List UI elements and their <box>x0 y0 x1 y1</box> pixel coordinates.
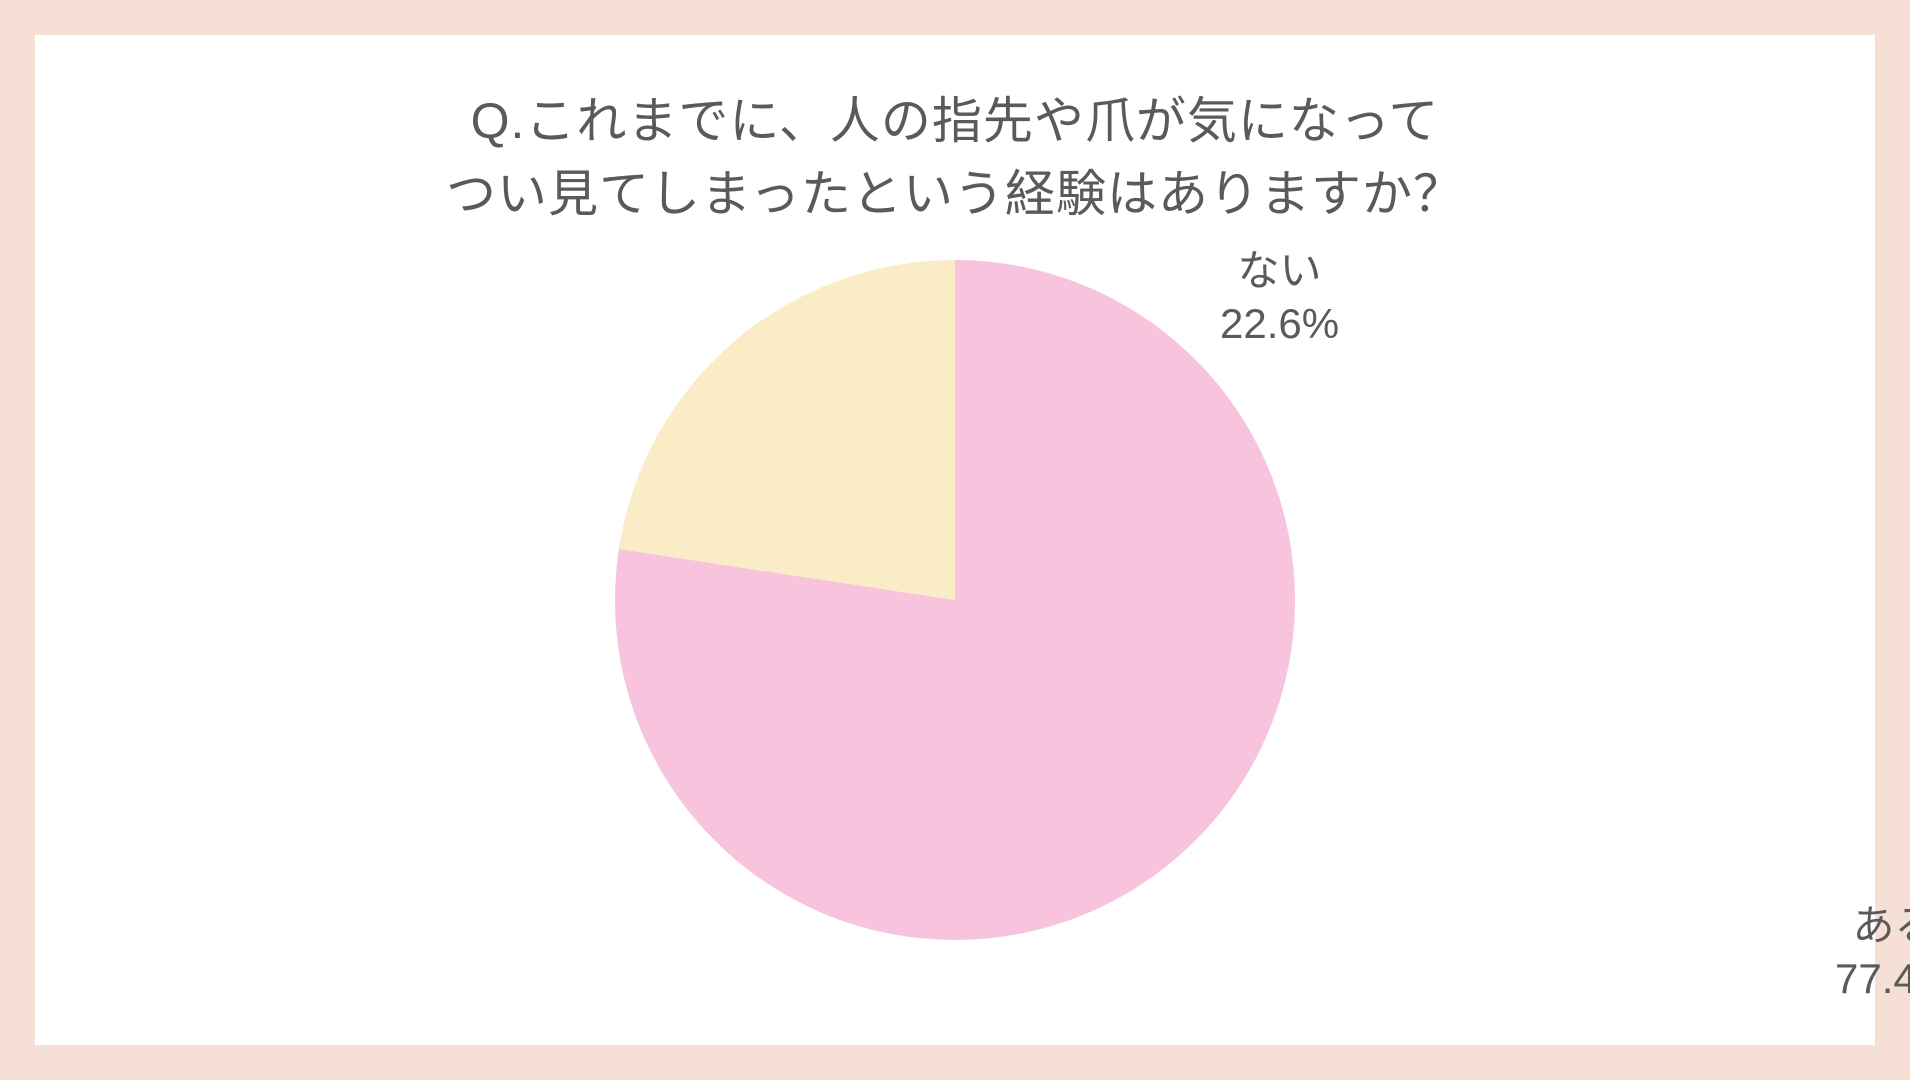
pie-chart: ある 77.4%ない 22.6% <box>35 260 1875 1045</box>
slice-label: ない 22.6% <box>1220 245 1339 350</box>
chart-title: Q.これまでに、人の指先や爪が気になって つい見てしまったという経験はありますか… <box>446 85 1464 230</box>
pie-slice <box>619 260 955 600</box>
title-line-2: つい見てしまったという経験はありますか？ <box>446 166 1464 222</box>
slice-label: ある 77.4% <box>1835 900 1910 1005</box>
title-line-1: Q.これまでに、人の指先や爪が気になって <box>471 93 1440 149</box>
inner-panel: Q.これまでに、人の指先や爪が気になって つい見てしまったという経験はありますか… <box>35 35 1875 1045</box>
outer-frame: Q.これまでに、人の指先や爪が気になって つい見てしまったという経験はありますか… <box>0 0 1910 1080</box>
pie-container: ある 77.4%ない 22.6% <box>615 260 1295 940</box>
